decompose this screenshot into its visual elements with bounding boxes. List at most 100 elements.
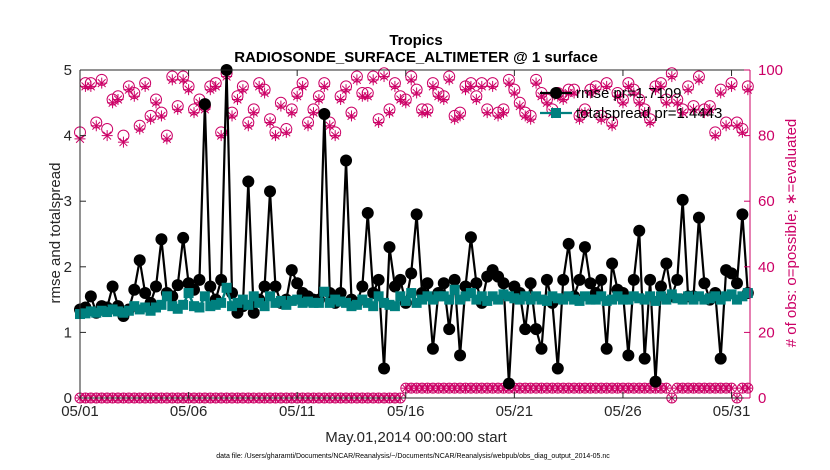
rmse-point: [383, 241, 396, 254]
obs-evaluated-point: [96, 77, 108, 89]
rmse-point: [443, 323, 456, 336]
obs-evaluated-point: [633, 97, 645, 109]
obs-evaluated-point: [671, 97, 683, 109]
rmse-point: [426, 342, 439, 355]
rmse-point: [714, 352, 727, 365]
y-tick-label-left: 5: [64, 62, 72, 79]
totalspread-point: [205, 301, 216, 312]
totalspread-point: [85, 306, 96, 317]
totalspread-point: [227, 301, 238, 312]
totalspread-point: [552, 293, 563, 304]
totalspread-point: [362, 297, 373, 308]
obs-evaluated-point: [161, 133, 173, 145]
obs-evaluated-point: [492, 110, 504, 122]
rmse-point: [340, 154, 353, 167]
y-tick-label-right: 40: [758, 259, 775, 276]
totalspread-point: [590, 294, 601, 305]
rmse-point: [318, 107, 331, 120]
totalspread-point: [525, 294, 536, 305]
rmse-point: [171, 279, 184, 292]
rmse-point: [535, 342, 548, 355]
obs-evaluated-point: [269, 130, 281, 142]
obs-evaluated-point: [590, 84, 602, 96]
totalspread-point: [683, 291, 694, 302]
totalspread-point: [417, 294, 428, 305]
y-tick-label-left: 0: [64, 390, 72, 407]
rmse-point: [622, 349, 635, 362]
obs-evaluated-bottom-point: [661, 383, 671, 393]
obs-evaluated-point: [134, 123, 146, 135]
y-tick-label-left: 4: [64, 128, 72, 145]
totalspread-point: [286, 295, 297, 306]
totalspread-point: [107, 304, 118, 315]
totalspread-point: [628, 291, 639, 302]
obs-evaluated-point: [318, 80, 330, 92]
obs-evaluated-point: [248, 107, 260, 119]
totalspread-point: [189, 301, 200, 312]
rmse-point: [269, 280, 282, 293]
totalspread-point: [199, 291, 210, 302]
totalspread-point: [612, 291, 623, 302]
totalspread-point: [509, 293, 520, 304]
totalspread-point: [172, 303, 183, 314]
obs-evaluated-point: [720, 120, 732, 132]
totalspread-point: [482, 295, 493, 306]
totalspread-point: [351, 299, 362, 310]
totalspread-point: [373, 291, 384, 302]
rmse-point: [638, 352, 651, 365]
obs-evaluated-point: [237, 84, 249, 96]
totalspread-point: [395, 291, 406, 302]
totalspread-point: [167, 301, 178, 312]
obs-evaluated-point: [595, 113, 607, 125]
rmse-point: [519, 323, 532, 336]
totalspread-point: [145, 305, 156, 316]
rmse-point: [198, 98, 211, 111]
totalspread-point: [237, 294, 248, 305]
y-tick-label-right: 80: [758, 128, 775, 145]
y-axis-label-left: rmse and totalspread: [47, 163, 64, 304]
obs-evaluated-point: [242, 120, 254, 132]
totalspread-point: [297, 297, 308, 308]
y-tick-label-right: 100: [758, 62, 783, 79]
rmse-point: [698, 277, 711, 290]
obs-evaluated-point: [177, 74, 189, 86]
obs-evaluated-point: [340, 84, 352, 96]
obs-evaluated-point: [557, 94, 569, 106]
totalspread-point: [541, 295, 552, 306]
rmse-point: [644, 273, 657, 286]
obs-evaluated-point: [639, 107, 651, 119]
obs-evaluated-point: [145, 113, 157, 125]
rmse-point: [155, 233, 168, 246]
rmse-point: [595, 273, 608, 286]
rmse-point: [649, 375, 662, 388]
obs-evaluated-point: [313, 94, 325, 106]
plot-area: [74, 64, 754, 404]
obs-evaluated-point: [351, 74, 363, 86]
totalspread-point: [607, 294, 618, 305]
rmse-point: [128, 283, 141, 296]
totalspread-point: [710, 291, 721, 302]
obs-possible-bottom-point: [660, 382, 672, 394]
rmse-point: [372, 273, 385, 286]
obs-evaluated-point: [204, 84, 216, 96]
obs-evaluated-point: [530, 77, 542, 89]
totalspread-point: [471, 294, 482, 305]
totalspread-point: [693, 291, 704, 302]
rmse-point: [285, 264, 298, 277]
rmse-point: [606, 257, 619, 270]
obs-evaluated-point: [503, 77, 515, 89]
rmse-point: [454, 349, 467, 362]
rmse-point: [725, 267, 738, 280]
totalspread-point: [476, 291, 487, 302]
rmse-point: [193, 273, 206, 286]
totalspread-point: [330, 294, 341, 305]
totalspread-point: [731, 294, 742, 305]
obs-evaluated-point: [617, 97, 629, 109]
totalspread-point: [411, 297, 422, 308]
totalspread-point: [493, 294, 504, 305]
totalspread-point: [661, 294, 672, 305]
totalspread-point: [118, 307, 129, 318]
obs-evaluated-bottom-point: [727, 383, 737, 393]
rmse-point: [676, 193, 689, 206]
totalspread-point: [672, 293, 683, 304]
